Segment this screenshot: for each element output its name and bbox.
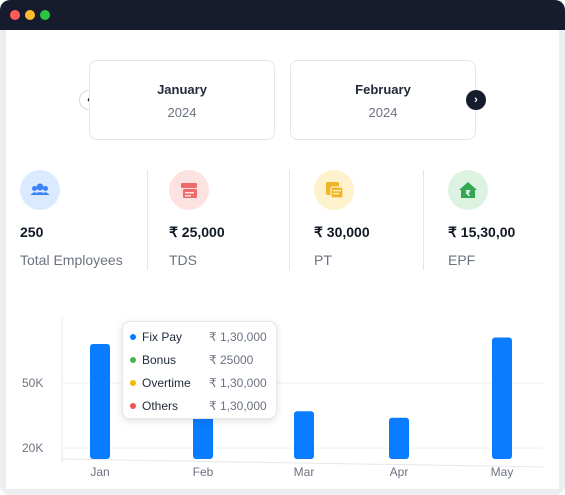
x-tick-label: Mar bbox=[294, 465, 315, 479]
tooltip-amount: ₹ 1,30,000 bbox=[209, 399, 267, 413]
month-name: February bbox=[355, 82, 411, 97]
stat-label: TDS bbox=[169, 252, 197, 268]
tax-document-icon bbox=[314, 170, 354, 210]
payroll-dashboard: ‹ January 2024 February 2024 › bbox=[6, 30, 559, 489]
legend-bullet bbox=[130, 357, 136, 363]
chevron-right-icon: › bbox=[474, 94, 478, 106]
next-month-button[interactable]: › bbox=[466, 90, 486, 110]
legend-bullet bbox=[130, 403, 136, 409]
svg-text:₹: ₹ bbox=[465, 189, 471, 198]
tooltip-label: Others bbox=[142, 399, 179, 413]
month-year: 2024 bbox=[167, 105, 197, 120]
tooltip-row-fix-pay: Fix Pay ₹ 1,30,000 bbox=[130, 330, 270, 346]
tooltip-label: Bonus bbox=[142, 353, 177, 367]
payroll-bar-chart: 50K 20K Jan Feb Mar Apr May bbox=[6, 310, 559, 489]
bar-may bbox=[492, 337, 512, 459]
chart-svg: 50K 20K Jan Feb Mar Apr May bbox=[22, 318, 544, 479]
users-icon bbox=[20, 170, 60, 210]
tooltip-amount: ₹ 1,30,000 bbox=[209, 330, 267, 344]
tooltip-label: Fix Pay bbox=[142, 330, 183, 344]
legend-bullet bbox=[130, 334, 136, 340]
divider bbox=[147, 170, 148, 270]
home-rupee-icon: ₹ bbox=[448, 170, 488, 210]
maximize-window-button[interactable] bbox=[40, 10, 50, 20]
tooltip-row-others: Others ₹ 1,30,000 bbox=[130, 399, 270, 415]
tooltip-amount: ₹ 1,30,000 bbox=[209, 376, 267, 390]
bar-jan bbox=[90, 344, 110, 459]
bar-mar bbox=[294, 411, 314, 459]
divider bbox=[423, 170, 424, 270]
chart-tooltip: Fix Pay ₹ 1,30,000 Bonus ₹ 25000 Overtim… bbox=[122, 321, 277, 419]
x-axis-line bbox=[61, 458, 544, 468]
stat-label: Total Employees bbox=[20, 252, 123, 268]
bar-apr bbox=[389, 417, 409, 459]
month-name: January bbox=[157, 82, 207, 97]
x-tick-label: May bbox=[491, 465, 514, 479]
minimize-window-button[interactable] bbox=[25, 10, 35, 20]
month-card-january[interactable]: January 2024 bbox=[89, 60, 275, 140]
y-tick-label: 50K bbox=[22, 376, 43, 390]
tooltip-row-bonus: Bonus ₹ 25000 bbox=[130, 353, 270, 369]
stat-value: ₹ 25,000 bbox=[169, 224, 225, 240]
stat-value: 250 bbox=[20, 224, 44, 240]
tooltip-amount: ₹ 25000 bbox=[209, 353, 254, 367]
divider bbox=[289, 170, 290, 270]
tooltip-row-overtime: Overtime ₹ 1,30,000 bbox=[130, 376, 270, 392]
stat-value: ₹ 30,000 bbox=[314, 224, 370, 240]
stat-value: ₹ 15,30,00 bbox=[448, 224, 516, 240]
x-tick-label: Jan bbox=[90, 465, 109, 479]
tax-icon bbox=[169, 170, 209, 210]
stat-label: PT bbox=[314, 252, 332, 268]
tooltip-label: Overtime bbox=[142, 376, 191, 390]
stat-label: EPF bbox=[448, 252, 476, 268]
x-tick-label: Feb bbox=[193, 465, 214, 479]
x-tick-label: Apr bbox=[390, 465, 409, 479]
close-window-button[interactable] bbox=[10, 10, 20, 20]
legend-bullet bbox=[130, 380, 136, 386]
chevron-left-icon: ‹ bbox=[87, 94, 91, 106]
month-year: 2024 bbox=[368, 105, 398, 120]
month-card-february[interactable]: February 2024 bbox=[290, 60, 476, 140]
y-tick-label: 20K bbox=[22, 441, 43, 455]
bar-feb bbox=[193, 415, 213, 459]
title-bar bbox=[0, 0, 565, 30]
